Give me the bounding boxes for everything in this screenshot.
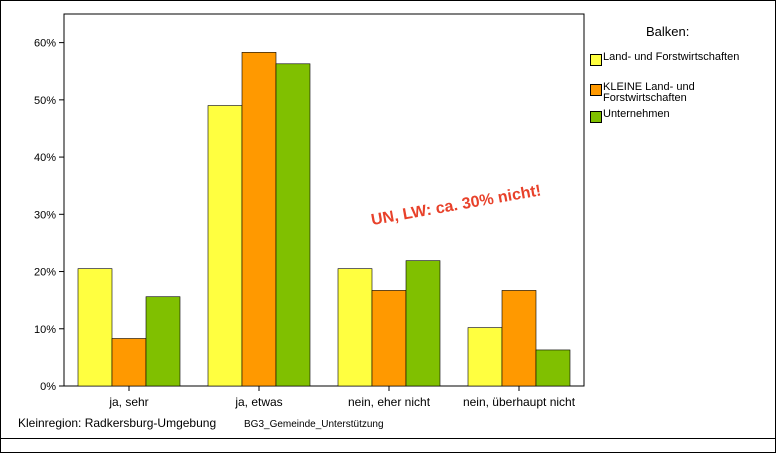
y-tick-label: 50% xyxy=(34,95,56,107)
bar-1 xyxy=(467,327,503,387)
y-tick-label: 20% xyxy=(34,267,56,279)
bar-3 xyxy=(275,63,311,387)
bar-1 xyxy=(337,268,373,387)
legend-swatch xyxy=(590,111,602,123)
legend-title: Balken: xyxy=(646,24,690,39)
bar-1 xyxy=(77,268,113,387)
bar-3 xyxy=(535,349,571,387)
bar-2 xyxy=(371,290,407,387)
legend-swatch xyxy=(590,84,602,96)
bottom-divider xyxy=(0,438,776,439)
y-tick-label: 10% xyxy=(34,324,56,336)
bar-3 xyxy=(405,260,441,387)
bar-2 xyxy=(111,338,147,387)
legend-label: KLEINE Land- und Forstwirtschaften xyxy=(603,81,695,104)
y-tick-label: 40% xyxy=(34,152,56,164)
region-label: Kleinregion: Radkersburg-Umgebung xyxy=(18,416,217,430)
x-tick-label: nein, eher nicht xyxy=(348,395,431,409)
legend-label: Land- und Forstwirtschaften xyxy=(603,51,740,63)
bar-1 xyxy=(207,105,243,387)
y-tick-label: 60% xyxy=(34,38,56,50)
bar-3 xyxy=(145,296,181,387)
bar-2 xyxy=(241,52,277,387)
x-tick-label: ja, sehr xyxy=(108,395,148,409)
y-tick-label: 0% xyxy=(40,381,56,393)
x-tick-label: nein, überhaupt nicht xyxy=(463,395,576,409)
bar-2 xyxy=(501,290,537,387)
y-tick-label: 30% xyxy=(34,209,56,221)
x-tick-label: ja, etwas xyxy=(234,395,282,409)
legend-swatch xyxy=(590,54,602,66)
variable-label: BG3_Gemeinde_Unterstützung xyxy=(244,419,384,430)
legend-label: Unternehmen xyxy=(603,108,670,120)
